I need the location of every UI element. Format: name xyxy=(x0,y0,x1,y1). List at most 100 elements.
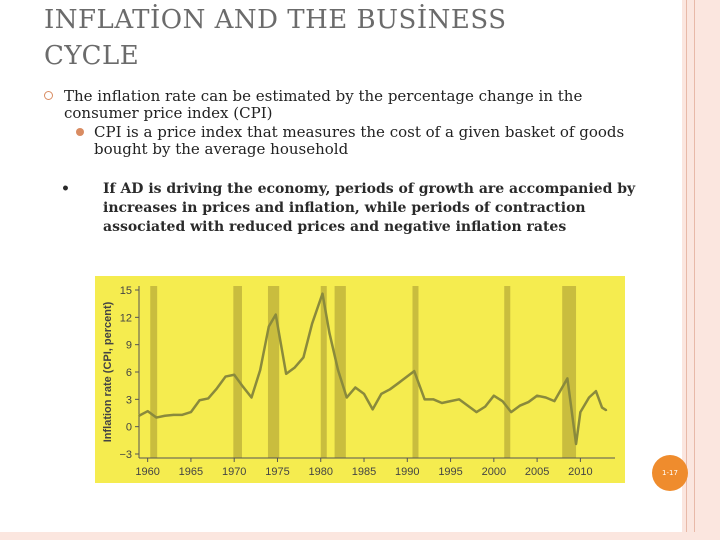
frame-line xyxy=(694,0,695,540)
data-point xyxy=(164,414,166,417)
y-tick-label: 0 xyxy=(126,422,132,434)
x-tick-label: 1970 xyxy=(222,466,246,478)
bullet-1: The inflation rate can be estimated by t… xyxy=(40,88,660,122)
data-point xyxy=(250,396,253,399)
data-point xyxy=(138,414,140,417)
data-point xyxy=(146,410,149,413)
data-point xyxy=(595,390,597,393)
data-point xyxy=(449,400,452,403)
data-point xyxy=(328,331,331,334)
data-point xyxy=(601,406,603,409)
y-tick-label: 12 xyxy=(120,312,132,324)
bullet-2-text: CPI is a price index that measures the c… xyxy=(94,123,625,158)
x-tick-label: 2010 xyxy=(568,466,592,478)
data-point xyxy=(553,400,556,403)
data-point xyxy=(432,398,435,401)
data-point xyxy=(458,398,461,401)
slide-title: INFLATİON AND THE BUSİNESS CYCLE xyxy=(44,2,604,74)
data-point xyxy=(172,413,175,416)
data-point xyxy=(155,416,158,419)
x-tick-label: 1995 xyxy=(438,466,462,478)
data-point xyxy=(224,375,227,378)
slide-title-line2: CYCLE xyxy=(44,41,140,71)
frame-line xyxy=(686,0,687,540)
data-point xyxy=(588,396,590,399)
x-tick-label: 2000 xyxy=(482,466,506,478)
data-point xyxy=(337,369,339,372)
y-axis-label: Inflation rate (CPI, percent) xyxy=(102,301,114,442)
bullet-ring-icon xyxy=(44,91,53,100)
data-point xyxy=(475,411,478,413)
inflation-chart: 15 12 9 6 3 0 −3 1960 1965 1970 1975 1980 1985 1990 19… xyxy=(95,276,625,483)
data-point xyxy=(267,325,270,328)
y-tick-label: 6 xyxy=(126,367,132,379)
bullet-dot-icon xyxy=(76,128,84,136)
data-point xyxy=(484,405,487,408)
data-point xyxy=(321,292,324,295)
decorative-frame-bottom xyxy=(0,532,720,540)
data-point xyxy=(274,313,277,316)
data-point xyxy=(492,394,495,397)
data-point xyxy=(413,370,416,372)
data-point xyxy=(233,373,236,376)
data-point xyxy=(198,399,201,402)
data-point xyxy=(311,322,313,325)
inflation-series-line xyxy=(138,292,608,446)
data-point xyxy=(181,413,184,416)
data-point xyxy=(466,404,469,407)
data-point xyxy=(207,397,210,400)
page-number-badge: 1-17 xyxy=(652,455,688,491)
bullet-2: CPI is a price index that measures the c… xyxy=(40,124,660,158)
bullet-1-text: The inflation rate can be estimated by t… xyxy=(64,87,583,122)
data-point xyxy=(293,366,296,369)
data-point xyxy=(363,392,365,395)
data-point xyxy=(575,443,577,445)
data-point xyxy=(389,388,391,391)
data-point xyxy=(190,411,192,413)
data-point xyxy=(285,372,288,375)
data-point xyxy=(302,356,305,359)
x-tick-label: 1965 xyxy=(179,466,203,478)
data-point xyxy=(605,409,608,412)
data-point xyxy=(397,382,400,384)
data-point xyxy=(566,377,569,380)
data-point xyxy=(345,396,348,399)
y-tick-label: 9 xyxy=(126,340,132,352)
bullet-3-marker: • xyxy=(61,181,70,197)
x-tick-label: 1985 xyxy=(352,466,376,478)
x-tick-label: 1960 xyxy=(135,466,159,478)
recession-band xyxy=(504,286,511,458)
data-point xyxy=(241,385,244,388)
x-tick-label: 1975 xyxy=(265,466,289,478)
data-point xyxy=(536,394,539,397)
data-point xyxy=(501,400,504,403)
x-tick-label: 1990 xyxy=(395,466,419,478)
recession-band xyxy=(334,286,346,458)
bullet-3: • If AD is driving the economy, periods … xyxy=(55,180,663,237)
data-point xyxy=(518,404,521,407)
y-tick-label: 15 xyxy=(120,285,132,297)
slide-title-line1: INFLATİON AND THE BUSİNESS xyxy=(44,5,507,35)
y-tick-label: 3 xyxy=(126,394,132,406)
x-tick-label: 2005 xyxy=(525,466,549,478)
data-point xyxy=(527,401,530,403)
data-point xyxy=(579,411,582,413)
data-point xyxy=(215,387,218,390)
decorative-frame xyxy=(682,0,720,540)
bullet-list: The inflation rate can be estimated by t… xyxy=(40,88,660,158)
x-tick-label: 1980 xyxy=(309,466,333,478)
data-point xyxy=(259,369,262,372)
recession-band xyxy=(233,286,242,458)
data-point xyxy=(544,396,547,399)
recession-band xyxy=(320,286,327,458)
data-point xyxy=(423,398,426,401)
data-point xyxy=(441,402,443,404)
data-point xyxy=(380,392,383,395)
bullet-3-text: If AD is driving the economy, periods of… xyxy=(103,181,636,235)
data-point xyxy=(371,408,374,411)
recession-band xyxy=(267,286,280,458)
data-point xyxy=(510,411,513,413)
data-point xyxy=(354,386,357,389)
recession-band xyxy=(150,286,158,458)
